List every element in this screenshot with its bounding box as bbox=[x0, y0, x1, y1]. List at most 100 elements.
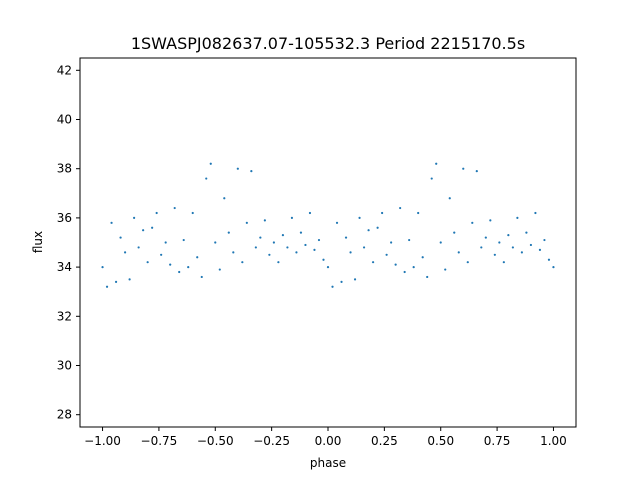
chart-title: 1SWASPJ082637.07-105532.3 Period 2215170… bbox=[131, 34, 525, 53]
x-tick-label: 0.25 bbox=[371, 434, 398, 448]
data-point bbox=[214, 241, 217, 244]
y-tick-label: 34 bbox=[57, 260, 72, 274]
data-point bbox=[520, 251, 523, 254]
data-point bbox=[218, 268, 221, 271]
data-point bbox=[146, 261, 149, 264]
data-point bbox=[299, 231, 303, 234]
data-point bbox=[408, 238, 411, 242]
data-point bbox=[169, 263, 172, 266]
data-point bbox=[430, 177, 433, 180]
data-point bbox=[160, 253, 163, 256]
data-point bbox=[439, 241, 442, 244]
data-point bbox=[227, 231, 230, 234]
data-point bbox=[516, 216, 519, 219]
data-point bbox=[471, 221, 474, 224]
data-point bbox=[511, 246, 514, 249]
data-point bbox=[525, 231, 528, 234]
data-point bbox=[290, 216, 294, 219]
data-point bbox=[353, 278, 357, 281]
data-point bbox=[498, 241, 501, 244]
data-point bbox=[128, 278, 131, 281]
y-tick-label: 28 bbox=[57, 408, 72, 422]
data-point bbox=[272, 241, 275, 244]
data-point bbox=[489, 219, 492, 222]
data-point bbox=[277, 261, 280, 264]
data-point bbox=[417, 211, 420, 215]
y-tick-label: 30 bbox=[57, 359, 72, 373]
data-point bbox=[223, 197, 226, 200]
data-point bbox=[182, 238, 185, 242]
data-point bbox=[547, 258, 551, 261]
data-point bbox=[304, 243, 307, 247]
data-point bbox=[250, 170, 253, 173]
data-point bbox=[435, 162, 438, 165]
data-point bbox=[209, 162, 212, 165]
x-axis: −1.00 −0.75 −0.50 −0.25 0.00 0.25 0.50 0.75 1.00 bbox=[84, 427, 567, 448]
data-point bbox=[552, 266, 555, 269]
data-point bbox=[457, 251, 460, 254]
data-point bbox=[493, 253, 496, 256]
data-point bbox=[317, 238, 321, 242]
x-tick-label: −0.50 bbox=[197, 434, 234, 448]
data-point bbox=[286, 246, 289, 249]
data-point bbox=[245, 221, 248, 224]
data-point bbox=[313, 248, 316, 251]
x-axis-label: phase bbox=[310, 456, 346, 470]
y-tick-label: 40 bbox=[57, 113, 72, 127]
x-tick-label: 0.00 bbox=[315, 434, 342, 448]
data-point bbox=[123, 251, 127, 254]
data-point bbox=[412, 266, 415, 269]
data-point bbox=[101, 266, 104, 269]
data-point bbox=[349, 251, 352, 254]
data-point bbox=[543, 238, 546, 242]
data-point bbox=[178, 270, 181, 274]
data-point bbox=[390, 241, 393, 244]
y-tick-label: 36 bbox=[57, 211, 72, 225]
data-point bbox=[200, 275, 203, 279]
y-axis: 28 30 32 34 36 38 40 42 bbox=[57, 63, 80, 422]
data-point bbox=[403, 270, 406, 274]
data-point bbox=[335, 221, 339, 224]
data-points-layer bbox=[101, 162, 555, 288]
data-point bbox=[196, 256, 199, 259]
data-point bbox=[322, 258, 325, 261]
data-point bbox=[448, 197, 451, 200]
data-point bbox=[376, 226, 379, 229]
data-point bbox=[385, 253, 388, 256]
data-point bbox=[502, 261, 505, 264]
data-point bbox=[484, 236, 487, 239]
data-point bbox=[326, 266, 330, 269]
data-point bbox=[371, 261, 375, 264]
data-point bbox=[308, 211, 312, 215]
data-point bbox=[358, 216, 361, 219]
data-point bbox=[268, 253, 271, 256]
data-point bbox=[105, 285, 109, 288]
data-point bbox=[421, 256, 424, 259]
data-point bbox=[241, 261, 244, 264]
data-point bbox=[205, 177, 208, 180]
data-point bbox=[466, 261, 469, 264]
x-tick-label: 1.00 bbox=[540, 434, 567, 448]
y-tick-label: 32 bbox=[57, 309, 72, 323]
data-point bbox=[236, 167, 239, 170]
data-point bbox=[362, 246, 366, 249]
data-point bbox=[340, 280, 343, 283]
data-point bbox=[444, 268, 447, 271]
data-point bbox=[133, 216, 136, 219]
y-tick-label: 42 bbox=[57, 63, 72, 77]
data-point bbox=[367, 229, 370, 232]
data-point bbox=[507, 234, 510, 237]
data-point bbox=[480, 246, 483, 249]
data-point bbox=[475, 170, 478, 173]
data-point bbox=[142, 229, 145, 232]
x-tick-label: 0.50 bbox=[427, 434, 454, 448]
x-tick-label: −0.75 bbox=[141, 434, 178, 448]
data-point bbox=[453, 231, 456, 234]
data-point bbox=[331, 285, 334, 288]
data-point bbox=[281, 234, 285, 237]
data-point bbox=[114, 280, 118, 283]
data-point bbox=[191, 211, 194, 215]
data-point bbox=[399, 206, 402, 210]
data-point bbox=[538, 248, 542, 251]
data-point bbox=[137, 246, 140, 249]
